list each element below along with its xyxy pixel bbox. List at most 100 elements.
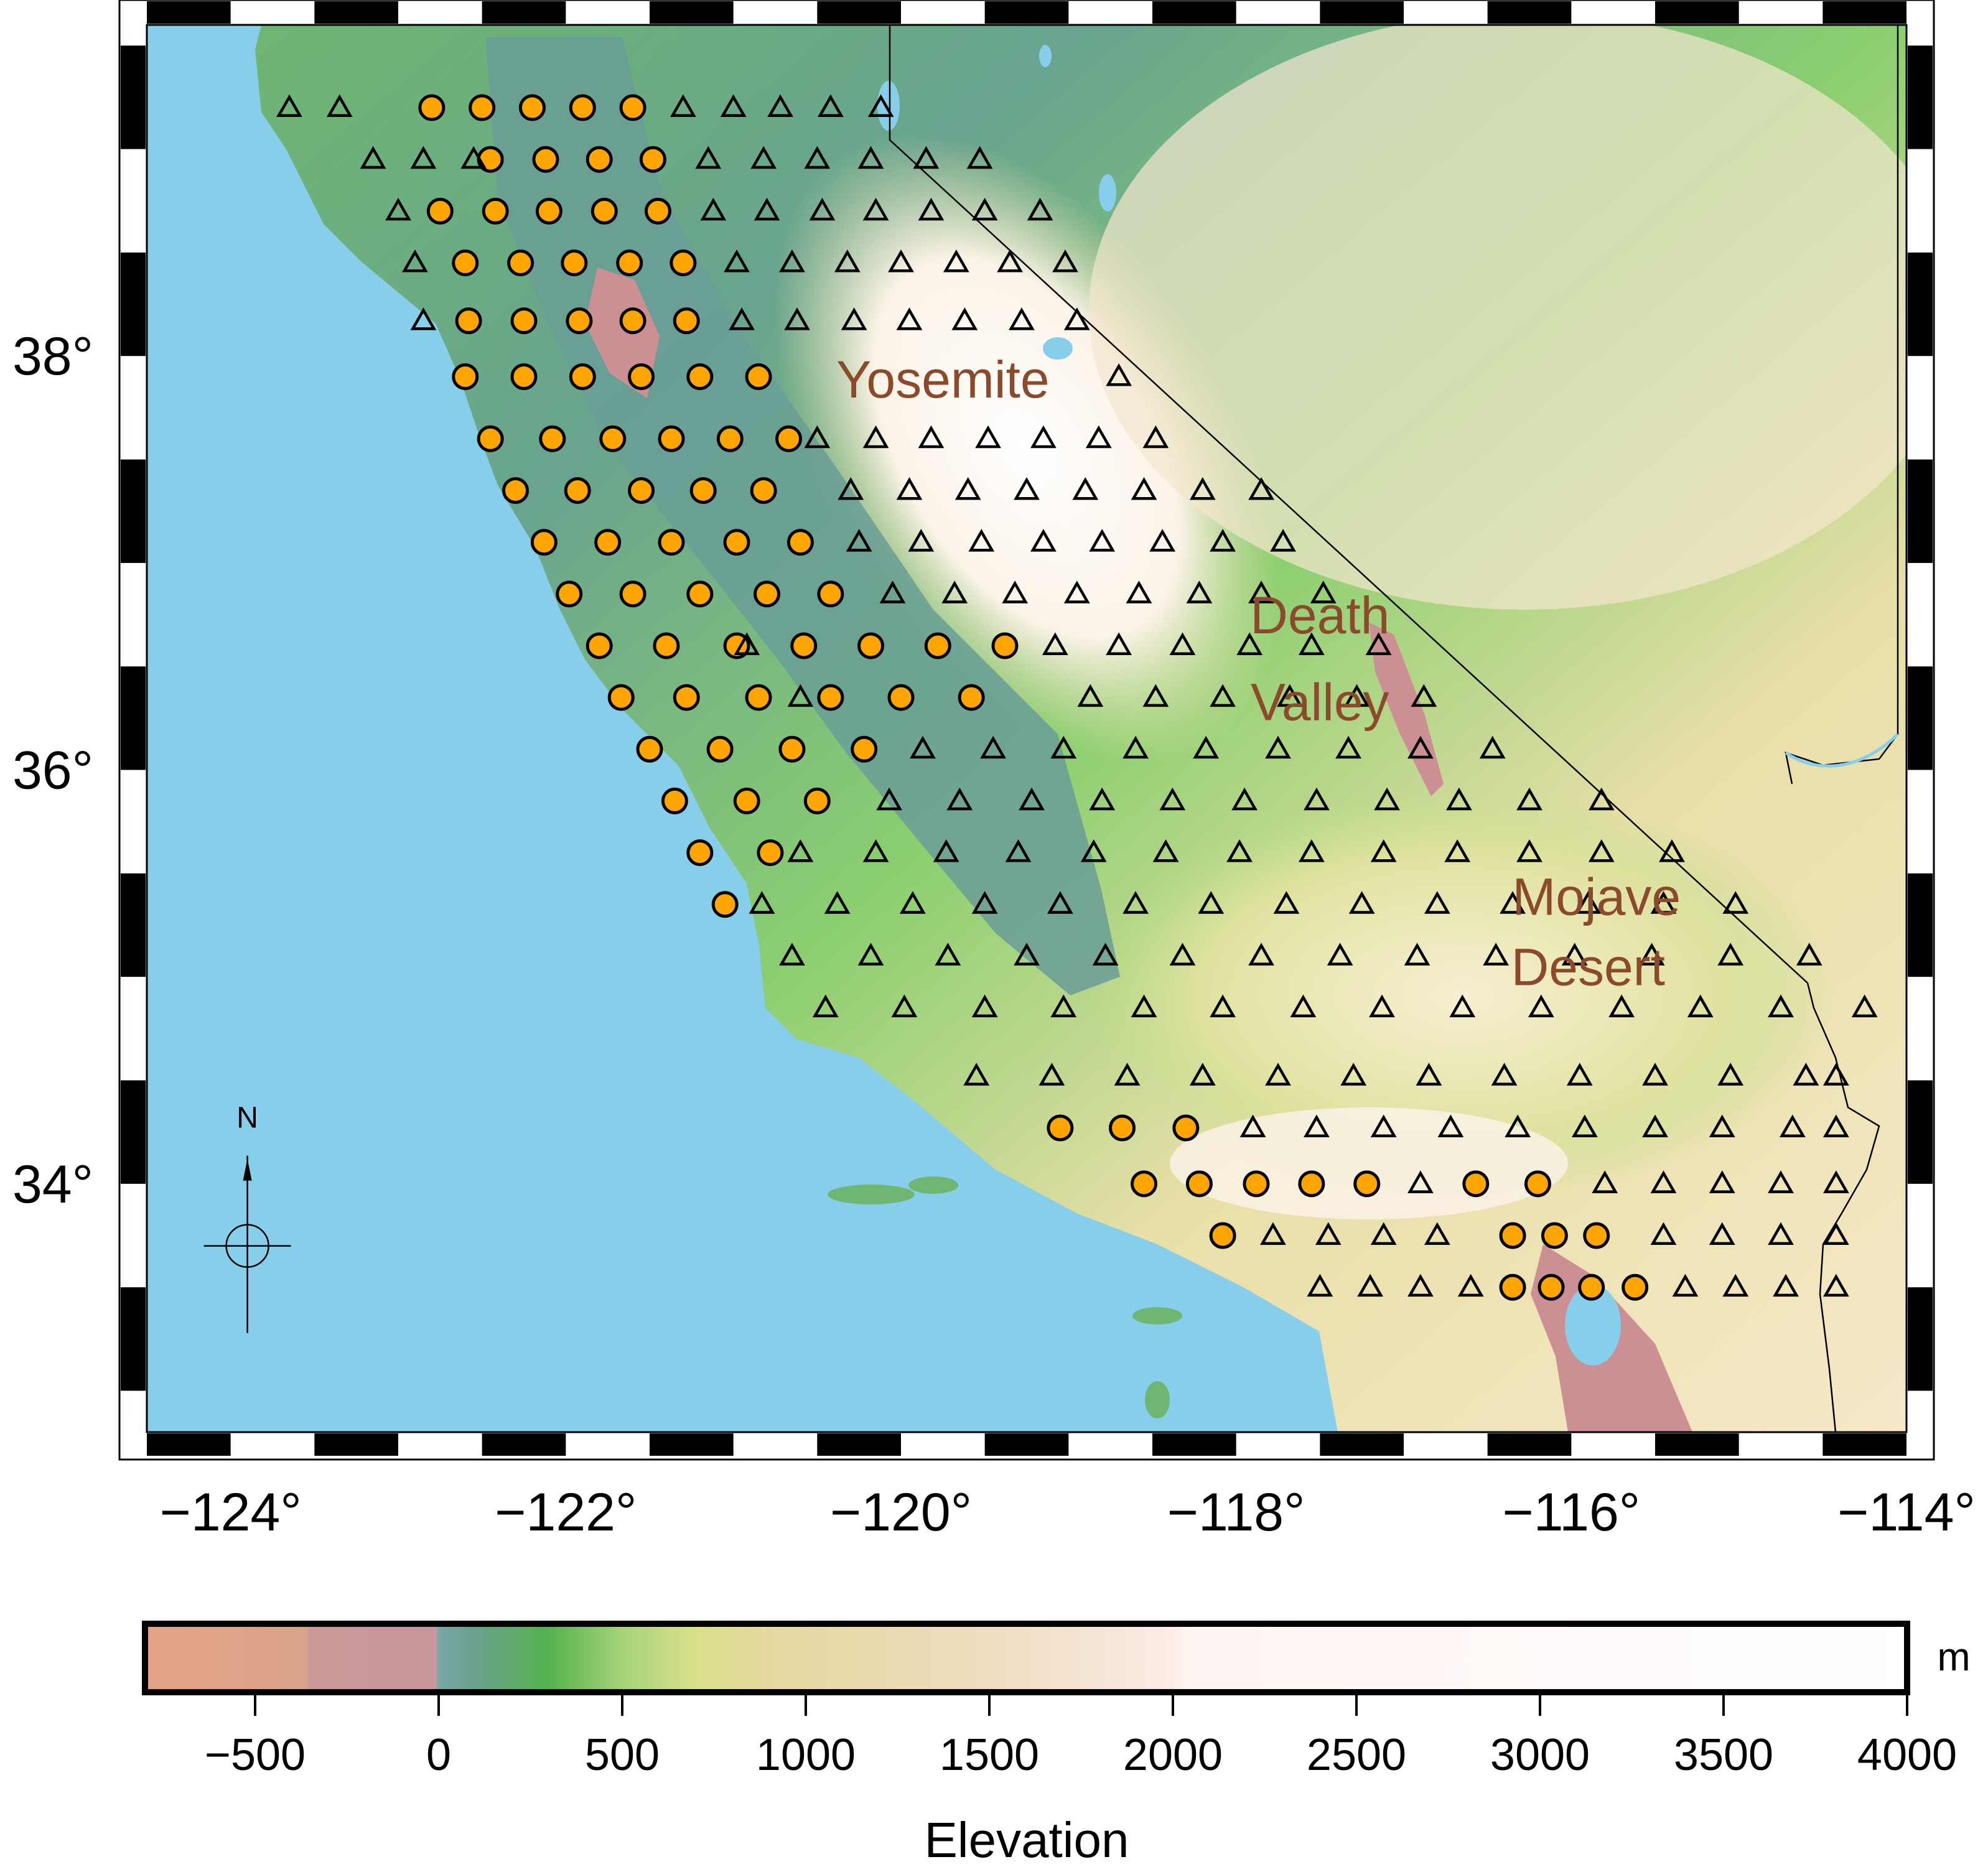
frame-segment (482, 1, 566, 24)
triangle-marker (1005, 839, 1032, 862)
triangle-marker (1348, 891, 1375, 914)
triangle-marker (913, 146, 940, 169)
circle-marker (1462, 1170, 1490, 1198)
triangle-marker (910, 735, 936, 759)
circle-marker (639, 146, 666, 173)
circle-marker (673, 684, 700, 711)
circle-marker (418, 94, 446, 121)
triangle-marker (812, 994, 839, 1018)
transverse-range (1170, 1107, 1568, 1219)
place-label: Valley (1251, 673, 1389, 732)
triangle-marker (1407, 1274, 1434, 1297)
triangle-marker (1717, 943, 1744, 966)
circle-marker (716, 425, 744, 452)
triangle-marker (1189, 477, 1216, 500)
place-label: Death (1250, 586, 1389, 645)
triangle-marker (1152, 839, 1179, 862)
y-tick-label: 36° (12, 741, 93, 801)
triangle-marker (1030, 529, 1057, 552)
triangle-marker (1063, 580, 1090, 603)
triangle-marker (971, 994, 998, 1018)
triangle-marker (410, 146, 437, 169)
triangle-marker (1307, 1274, 1333, 1297)
circle-marker (539, 425, 566, 452)
triangle-marker (1369, 994, 1395, 1018)
triangle-marker (1768, 1170, 1794, 1193)
frame-segment (1320, 1, 1404, 24)
frame-segment (1655, 1, 1739, 24)
triangle-marker (670, 94, 696, 118)
frame-segment (1908, 252, 1933, 356)
compass-rose: N (203, 1102, 291, 1333)
triangle-marker (1444, 839, 1471, 862)
santa-rosa-island (908, 1176, 958, 1194)
frame-segment (650, 1, 734, 24)
triangle-marker (720, 94, 747, 118)
triangle-marker (1089, 529, 1116, 552)
colorbar-tick-label: 2000 (1123, 1730, 1223, 1780)
circle-markers-layer (418, 94, 1649, 1301)
triangle-marker (1122, 735, 1149, 759)
triangle-marker (1273, 891, 1300, 914)
frame-segment (984, 1433, 1069, 1456)
colorbar-fill (145, 1624, 1907, 1692)
colorado-river (1806, 982, 1880, 1432)
circle-marker (507, 249, 534, 277)
circle-marker (658, 425, 685, 452)
colorbar-tick-label: 500 (585, 1730, 660, 1780)
circle-marker (636, 735, 663, 763)
triangle-marker (1642, 1063, 1668, 1086)
circle-marker (482, 197, 509, 225)
circle-marker (1243, 1170, 1270, 1198)
circle-marker (1131, 1170, 1158, 1198)
circle-marker (518, 94, 546, 121)
triangle-marker (1457, 1274, 1484, 1297)
triangle-marker (787, 684, 814, 707)
triangle-marker (1077, 684, 1104, 707)
triangle-marker (857, 146, 884, 169)
triangle-marker (1365, 632, 1392, 655)
triangle-marker (1592, 1170, 1618, 1193)
triangle-marker (402, 249, 428, 272)
frame-segment (817, 1433, 901, 1456)
circle-marker (556, 580, 583, 608)
circle-marker (733, 787, 760, 814)
triangle-marker (862, 197, 889, 221)
triangle-marker (1779, 1114, 1806, 1138)
triangle-marker (1038, 1063, 1065, 1086)
frame-segment (650, 1433, 734, 1456)
circle-marker (619, 307, 646, 335)
triangle-marker (1047, 891, 1073, 914)
frame-inner-border (146, 24, 1908, 1433)
triangle-marker (734, 632, 760, 655)
colorbar-tick-label: 1500 (940, 1730, 1039, 1780)
circle-marker (924, 632, 951, 659)
triangle-marker (749, 891, 775, 914)
triangle-marker (1479, 735, 1506, 759)
compass-north-label: N (236, 1102, 258, 1135)
circle-marker (628, 477, 655, 504)
triangle-marker (1014, 943, 1040, 966)
triangle-marker (1404, 943, 1430, 966)
triangle-marker (1248, 580, 1274, 603)
triangle-marker (1851, 994, 1878, 1018)
colorbar-ticks: −500 0 500 1000 1500 2000 2500 3000 3500 4000 (205, 1695, 1957, 1780)
triangle-marker (1659, 839, 1685, 862)
walker-lake (1039, 45, 1052, 67)
triangle-marker (935, 943, 961, 966)
triangle-marker (1009, 307, 1035, 330)
circle-marker (689, 477, 717, 504)
triangle-marker (779, 249, 805, 272)
x-tick-label: −116° (1502, 1483, 1640, 1542)
frame-segment (147, 1433, 231, 1456)
triangle-marker (1106, 363, 1132, 386)
triangle-marker (896, 307, 923, 330)
triangle-marker (1239, 1114, 1266, 1138)
circle-marker (857, 632, 885, 659)
circle-marker (706, 735, 734, 763)
triangle-marker (899, 891, 926, 914)
san-nicolas-island (1145, 1381, 1170, 1418)
triangle-marker (1650, 1170, 1677, 1193)
triangle-marker (1793, 1063, 1819, 1086)
